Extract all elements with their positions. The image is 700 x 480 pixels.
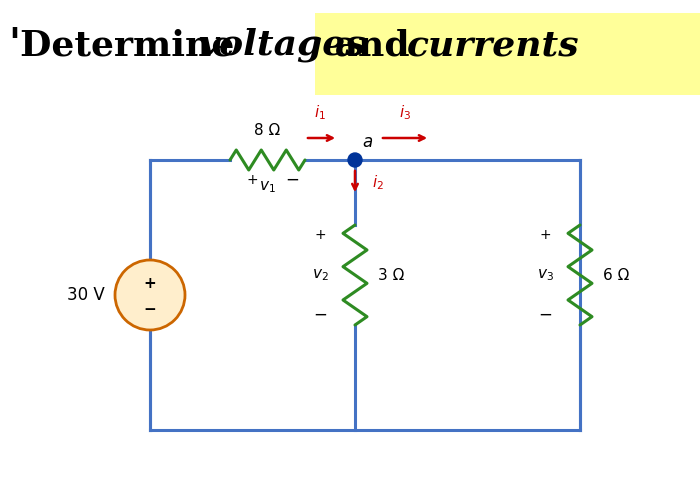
- Text: $i_2$: $i_2$: [372, 174, 384, 192]
- FancyBboxPatch shape: [0, 10, 700, 95]
- Text: −: −: [313, 306, 327, 324]
- Text: $i_1$: $i_1$: [314, 103, 326, 122]
- Text: +: +: [144, 276, 156, 290]
- FancyBboxPatch shape: [315, 13, 700, 95]
- Text: 30 V: 30 V: [67, 286, 105, 304]
- Text: $i_3$: $i_3$: [399, 103, 411, 122]
- Text: $v_3$: $v_3$: [537, 267, 554, 283]
- Text: $a$: $a$: [362, 133, 373, 151]
- Text: +: +: [539, 228, 551, 242]
- Text: −: −: [538, 306, 552, 324]
- Text: and: and: [322, 28, 422, 62]
- Text: +: +: [314, 228, 326, 242]
- Text: voltages: voltages: [198, 28, 365, 62]
- Text: 3 Ω: 3 Ω: [378, 267, 405, 283]
- Text: −: −: [144, 301, 156, 316]
- Text: $v_1$: $v_1$: [258, 179, 275, 195]
- Circle shape: [115, 260, 185, 330]
- Text: 6 Ω: 6 Ω: [603, 267, 629, 283]
- Circle shape: [348, 153, 362, 167]
- Text: +: +: [246, 173, 258, 187]
- Text: ': ': [8, 26, 20, 64]
- Text: currents: currents: [407, 28, 580, 62]
- Text: 8 Ω: 8 Ω: [254, 123, 280, 138]
- Text: $v_2$: $v_2$: [312, 267, 328, 283]
- Text: −: −: [285, 171, 299, 189]
- Text: Determine: Determine: [20, 28, 247, 62]
